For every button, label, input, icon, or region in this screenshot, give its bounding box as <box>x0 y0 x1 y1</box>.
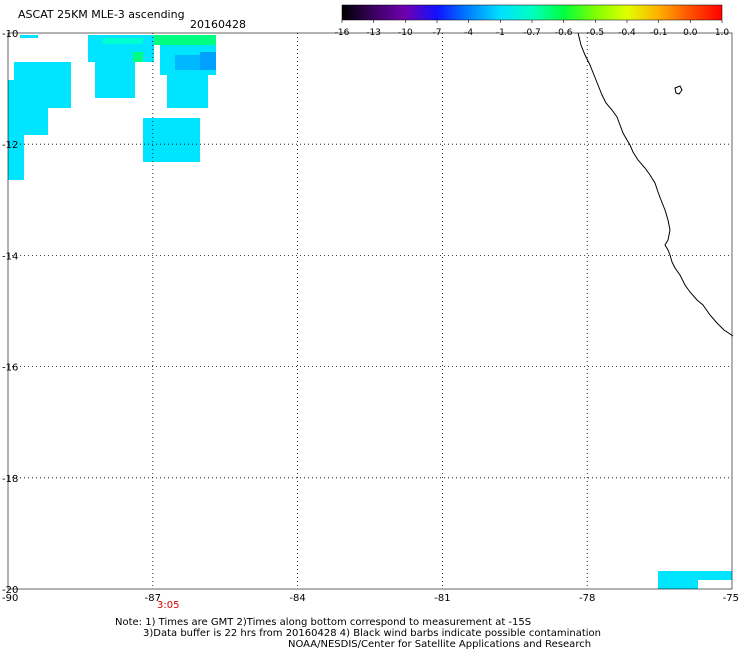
swath-patch <box>154 35 216 45</box>
product-title: ASCAT 25KM MLE-3 ascending <box>18 8 185 21</box>
latitude-tick-label: -14 <box>2 251 18 262</box>
map-frame <box>7 32 733 590</box>
longitude-tick-label: -84 <box>289 593 305 604</box>
note-line-1: Note: 1) Times are GMT 2)Times along bot… <box>115 617 532 628</box>
latitude-labels: -10 -12 -14 -16 -18 -20 <box>2 29 18 596</box>
longitude-tick-label: -81 <box>434 593 450 604</box>
colorbar-gradient <box>341 4 723 21</box>
longitude-tick-label: -75 <box>723 593 739 604</box>
latitude-tick-label: -20 <box>2 585 18 596</box>
swath-patch <box>8 135 24 180</box>
wind-swaths <box>8 35 732 589</box>
swath-patch <box>698 571 732 580</box>
latitude-tick-label: -18 <box>2 474 18 485</box>
latitude-tick-label: -16 <box>2 363 18 374</box>
swath-patch <box>167 75 208 108</box>
latitude-tick-label: -12 <box>2 140 18 151</box>
latitude-tick-label: -10 <box>2 29 18 40</box>
swath-patch <box>658 571 698 589</box>
note-line-2: 3)Data buffer is 22 hrs from 20160428 4)… <box>143 628 601 639</box>
swath-patch <box>133 52 143 62</box>
swath-patch <box>8 80 48 135</box>
coastline <box>577 32 734 337</box>
note-line-3: NOAA/NESDIS/Center for Satellite Applica… <box>288 639 592 650</box>
coastline-south-america <box>577 32 734 337</box>
island <box>674 85 683 95</box>
swath-patch <box>143 118 200 162</box>
lat-lon-grid <box>8 33 732 589</box>
swath-patch <box>95 62 135 98</box>
swath-patch <box>103 38 143 44</box>
colorbar <box>341 4 723 23</box>
swath-patch <box>175 55 200 70</box>
longitude-tick-label: -87 <box>145 593 161 604</box>
longitude-labels: -90 -87 -84 -81 -78 -75 <box>2 593 739 604</box>
longitude-tick-label: -90 <box>2 593 18 604</box>
swath-patch <box>200 52 216 70</box>
product-date: 20160428 <box>190 18 246 31</box>
longitude-tick-label: -78 <box>579 593 595 604</box>
swath-patch <box>20 35 38 38</box>
pass-time-label: 3:05 <box>157 600 180 611</box>
